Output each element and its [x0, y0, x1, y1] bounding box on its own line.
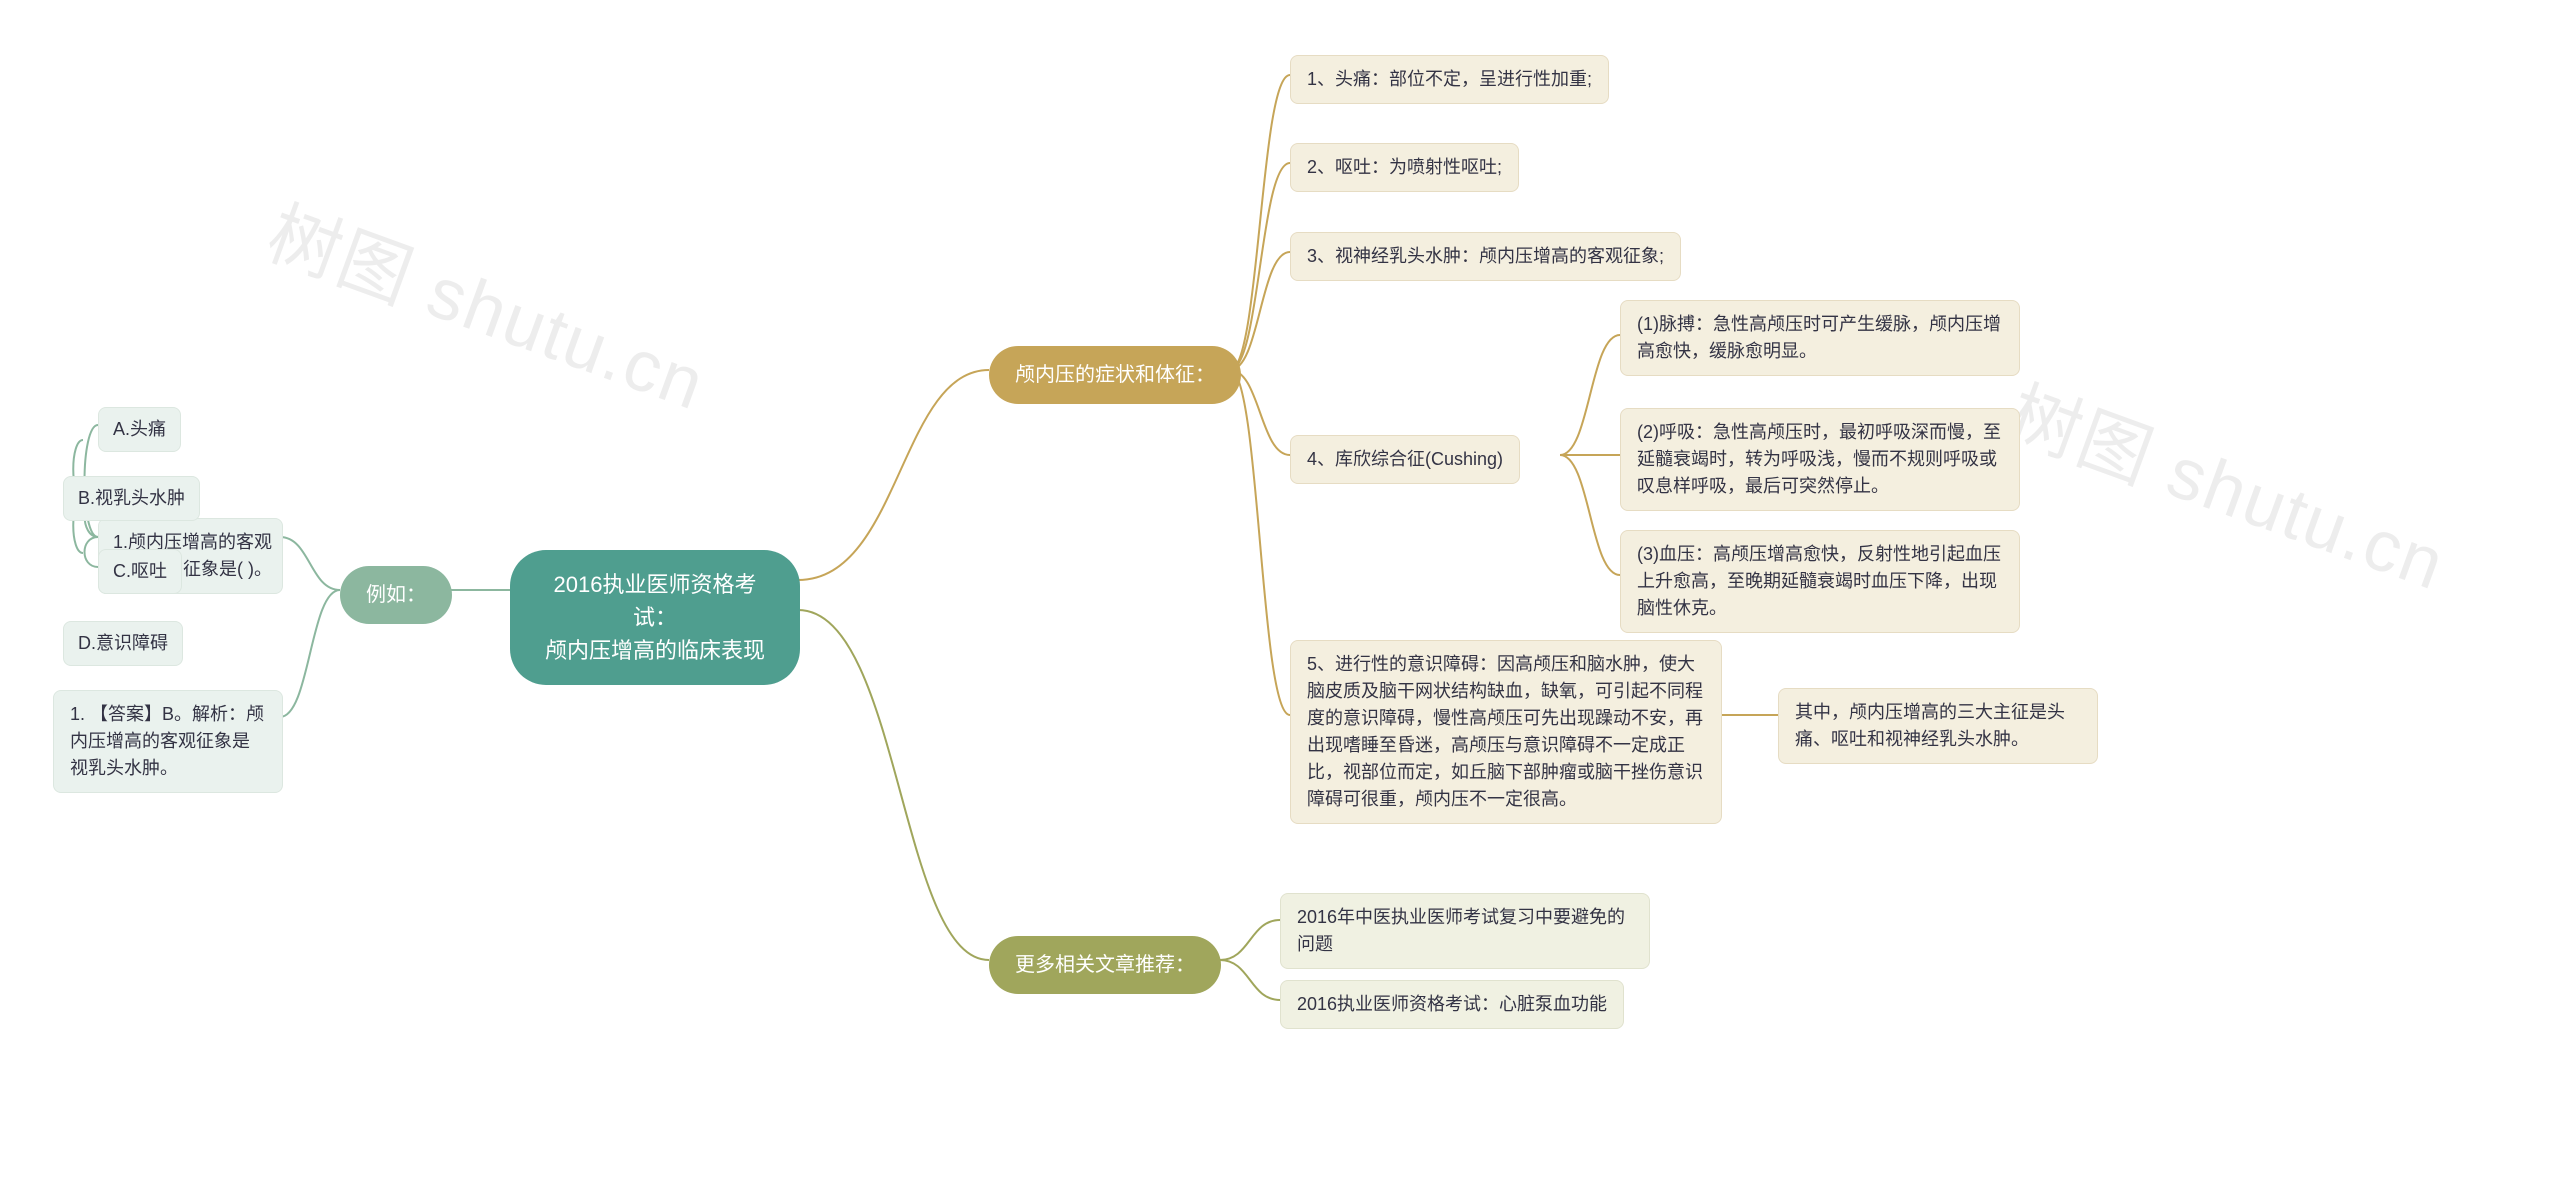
branch-more: 更多相关文章推荐： [989, 936, 1221, 994]
root-line1: 2016执业医师资格考试： [538, 568, 772, 634]
option-c: C.呕吐 [98, 549, 182, 594]
sym-item-2: 2、呕吐：为喷射性呕吐; [1290, 143, 1519, 192]
sym-item-4-sub3: (3)血压：高颅压增高愈快，反射性地引起血压上升愈高，至晚期延髓衰竭时血压下降，… [1620, 530, 2020, 633]
branch-symptoms: 颅内压的症状和体征： [989, 346, 1241, 404]
sym-item-4-sub1: (1)脉搏：急性高颅压时可产生缓脉，颅内压增高愈快，缓脉愈明显。 [1620, 300, 2020, 376]
branch-example: 例如： [340, 566, 452, 624]
root-line2: 颅内压增高的临床表现 [538, 634, 772, 667]
watermark: 树图 shutu.cn [1996, 355, 2462, 610]
answer-node: 1. 【答案】B。解析：颅内压增高的客观征象是视乳头水肿。 [53, 690, 283, 793]
sym-item-1: 1、头痛：部位不定，呈进行性加重; [1290, 55, 1609, 104]
more-item-2: 2016执业医师资格考试：心脏泵血功能 [1280, 980, 1624, 1029]
option-d: D.意识障碍 [63, 621, 183, 666]
sym-item-5-note: 其中，颅内压增高的三大主征是头痛、呕吐和视神经乳头水肿。 [1778, 688, 2098, 764]
root-node: 2016执业医师资格考试： 颅内压增高的临床表现 [510, 550, 800, 685]
sym-item-5: 5、进行性的意识障碍：因高颅压和脑水肿，使大脑皮质及脑干网状结构缺血，缺氧，可引… [1290, 640, 1722, 824]
watermark: 树图 shutu.cn [256, 175, 722, 430]
sym-item-3: 3、视神经乳头水肿：颅内压增高的客观征象; [1290, 232, 1681, 281]
sym-item-4-sub2: (2)呼吸：急性高颅压时，最初呼吸深而慢，至延髓衰竭时，转为呼吸浅，慢而不规则呼… [1620, 408, 2020, 511]
more-item-1: 2016年中医执业医师考试复习中要避免的问题 [1280, 893, 1650, 969]
option-a: A.头痛 [98, 407, 181, 452]
option-b: B.视乳头水肿 [63, 476, 200, 521]
sym-item-4: 4、库欣综合征(Cushing) [1290, 435, 1520, 484]
